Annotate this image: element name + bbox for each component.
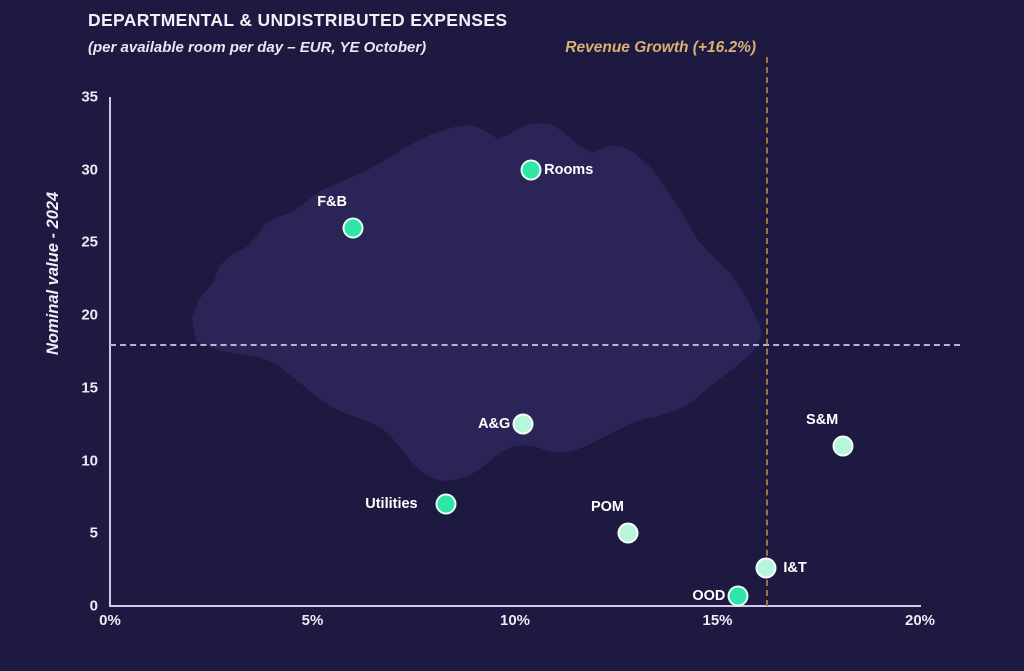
- revenue-growth-annotation: Revenue Growth (+16.2%): [565, 39, 757, 56]
- data-point-marker[interactable]: [755, 557, 777, 579]
- x-tick-label: 0%: [99, 612, 121, 629]
- x-axis-line: [109, 605, 921, 607]
- data-point-label: I&T: [783, 560, 807, 577]
- title-block: DEPARTMENTAL & UNDISTRIBUTED EXPENSES (p…: [88, 6, 728, 62]
- data-point-marker[interactable]: [617, 522, 639, 544]
- data-point-label: A&G: [478, 416, 511, 433]
- data-point-marker[interactable]: [832, 435, 854, 457]
- y-tick-label: 20: [81, 306, 98, 324]
- y-tick-label: 25: [81, 233, 98, 251]
- y-tick-label: 35: [81, 88, 98, 106]
- data-point-label: S&M: [806, 412, 839, 429]
- page-title: DEPARTMENTAL & UNDISTRIBUTED EXPENSES: [88, 10, 508, 30]
- map-watermark: [110, 97, 920, 606]
- data-point-marker[interactable]: [435, 493, 457, 515]
- data-point-label: Utilities: [365, 496, 418, 513]
- data-point-label: Rooms: [544, 161, 594, 178]
- data-point-marker[interactable]: [727, 585, 749, 607]
- y-tick-label: 15: [81, 379, 98, 397]
- data-point-label: OOD: [692, 587, 726, 604]
- x-tick-label: 15%: [702, 612, 733, 629]
- x-tick-label: 10%: [499, 612, 531, 629]
- x-tick-label: 5%: [301, 612, 324, 629]
- x-tick-label: 20%: [904, 612, 936, 629]
- data-point-marker[interactable]: [520, 159, 542, 181]
- data-point-label: POM: [590, 499, 625, 516]
- horizontal-reference-line: [110, 344, 960, 347]
- data-point-marker[interactable]: [342, 217, 364, 239]
- y-axis-title: Nominal value - 2024: [44, 191, 62, 355]
- y-tick-label: 0: [89, 597, 98, 615]
- data-point-label: F&B: [317, 193, 347, 210]
- y-tick-label: 5: [89, 524, 98, 542]
- y-tick-label: 30: [81, 161, 98, 179]
- chart-subtitle: (per available room per day – EUR, YE Oc…: [88, 39, 427, 56]
- vertical-reference-line: [766, 57, 769, 606]
- plot-area: Revenue Growth (+16.2%) 0 5 10 15 20 25 30 35 0…: [81, 39, 960, 629]
- data-point-marker[interactable]: [512, 413, 534, 435]
- y-axis-line: [109, 97, 111, 606]
- y-tick-label: 10: [81, 452, 98, 470]
